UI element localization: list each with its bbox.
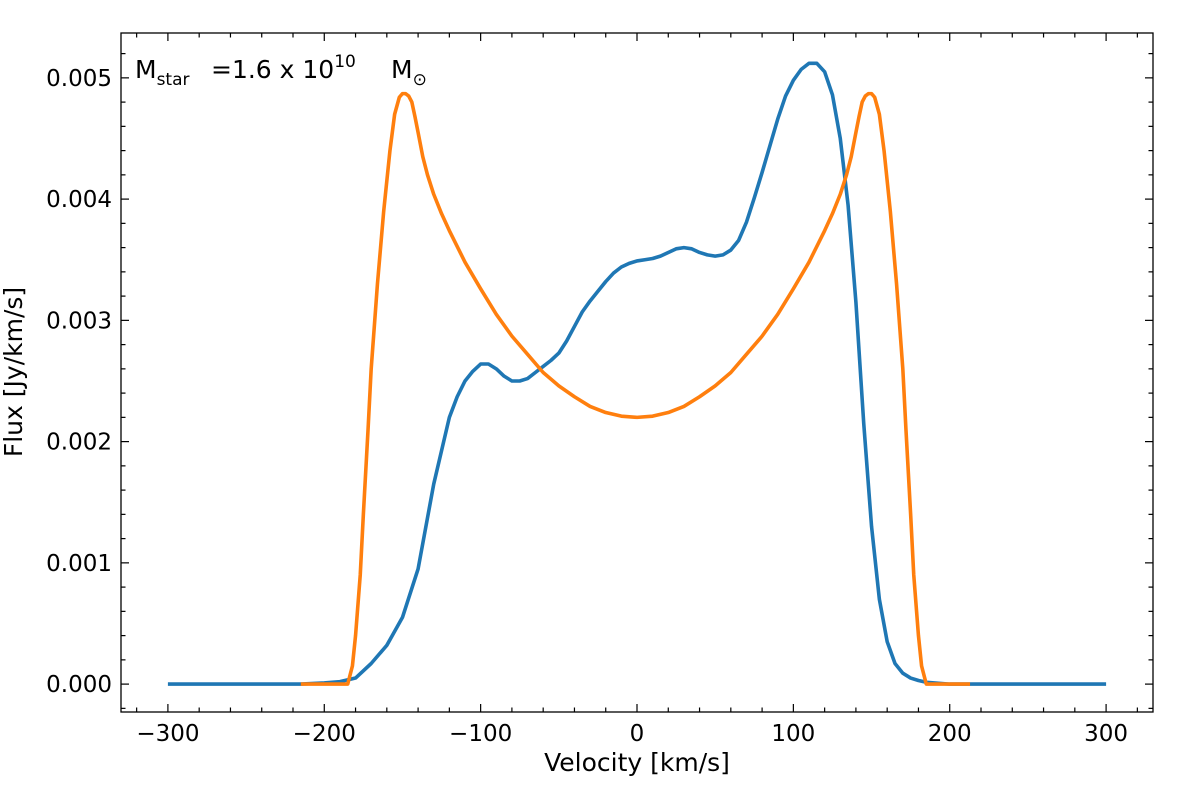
annotation-prefix-sub: star	[157, 70, 190, 90]
tick-label-layer: −300 −200 −100 0 100 200 300 0.000 0.001 0.002 0.0…	[46, 66, 1128, 747]
x-tick-label: −200	[293, 721, 356, 747]
annotation-prefix: M	[135, 55, 157, 84]
plot-frame	[120, 32, 1154, 713]
y-tick-label: 0.004	[46, 187, 112, 213]
annotation-unit-sub: ⊙	[413, 70, 427, 90]
x-axis-label: Velocity [km/s]	[544, 748, 730, 777]
series-line-model	[167, 61, 1107, 686]
y-axis-label: Flux [Jy/km/s]	[0, 287, 28, 457]
series-layer	[167, 61, 1107, 686]
annotation-value: =1.6 x 10	[211, 55, 334, 84]
y-tick-label: 0.000	[46, 672, 112, 698]
annotation-unit: M	[391, 55, 413, 84]
series-line-symmetric	[300, 91, 971, 686]
x-tick-label: 200	[928, 721, 972, 747]
x-tick-label: 0	[630, 721, 645, 747]
x-tick-label: −300	[136, 721, 199, 747]
y-tick-label: 0.002	[46, 430, 112, 456]
x-tick-label: 300	[1084, 721, 1128, 747]
stellar-mass-annotation: Mstar =1.6 x 1010 M⊙	[135, 52, 427, 90]
y-tick-label: 0.001	[46, 551, 112, 577]
y-tick-label: 0.005	[46, 66, 112, 92]
x-tick-label: −100	[449, 721, 512, 747]
annotation-exponent: 10	[334, 52, 356, 72]
y-tick-label: 0.003	[46, 308, 112, 334]
x-tick-label: 100	[771, 721, 815, 747]
tick-layer	[121, 33, 1153, 712]
